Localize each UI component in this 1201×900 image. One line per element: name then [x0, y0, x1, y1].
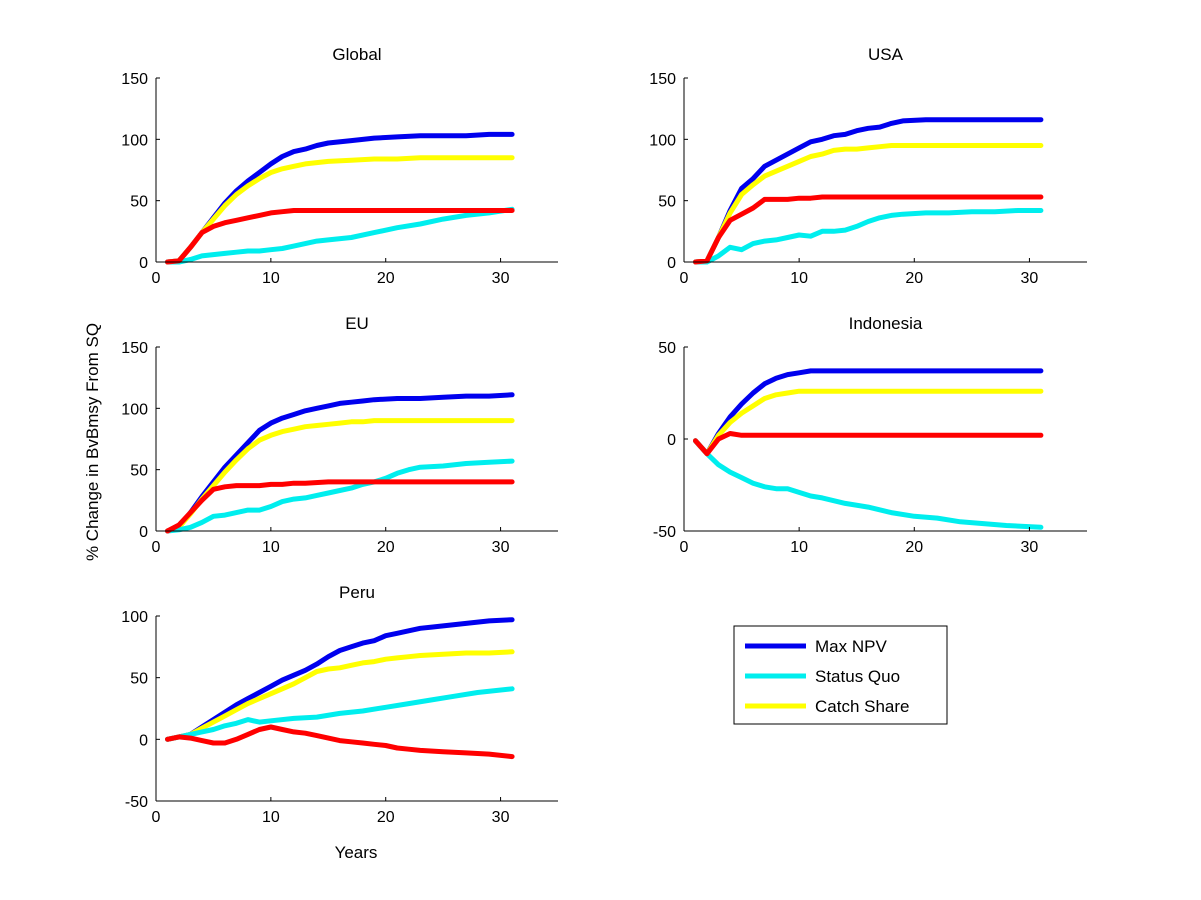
usa-line-max-npv	[693, 117, 1044, 265]
global-x-tick-label: 20	[377, 270, 395, 287]
indonesia-title: Indonesia	[849, 314, 923, 333]
eu-x-tick-label: 0	[152, 539, 161, 556]
usa-title: USA	[868, 45, 904, 64]
usa-x-tick-label: 0	[680, 270, 689, 287]
subplot-eu: 0 10 20 30 0 50 100 150 EU	[121, 314, 558, 556]
legend-label-catch-share: Catch Share	[815, 697, 910, 716]
indonesia-x-tick-label: 20	[905, 539, 923, 556]
usa-y-tick-label: 0	[667, 255, 676, 272]
usa-line-series-4	[693, 194, 1044, 265]
indonesia-y-tick-label: 0	[667, 432, 676, 449]
peru-y-tick-label: -50	[125, 794, 148, 811]
usa-x-tick-label: 20	[905, 270, 923, 287]
peru-x-tick-label: 20	[377, 809, 395, 826]
eu-x-tick-label: 30	[492, 539, 510, 556]
indonesia-y-tick-label: 50	[658, 340, 676, 357]
eu-line-status-quo	[165, 458, 515, 534]
indonesia-x-tick-label: 10	[790, 539, 808, 556]
usa-x-tick-label: 30	[1021, 270, 1039, 287]
legend-label-status-quo: Status Quo	[815, 667, 900, 686]
eu-x-tick-label: 20	[377, 539, 395, 556]
global-x-tick-label: 0	[152, 270, 161, 287]
eu-y-tick-label: 150	[121, 340, 148, 357]
peru-line-max-npv	[165, 617, 515, 742]
peru-title: Peru	[339, 583, 375, 602]
indonesia-line-max-npv	[693, 368, 1044, 457]
global-title: Global	[332, 45, 381, 64]
global-x-tick-label: 10	[262, 270, 280, 287]
global-line-series-4	[165, 208, 515, 265]
peru-line-status-quo	[165, 686, 515, 742]
peru-line-catch-share	[165, 649, 515, 742]
indonesia-line-series-4	[693, 431, 1044, 457]
indonesia-x-tick-label: 30	[1021, 539, 1039, 556]
peru-y-tick-label: 0	[139, 732, 148, 749]
global-x-tick-label: 30	[492, 270, 510, 287]
subplot-usa: 0 10 20 30 0 50 100 150 USA	[649, 45, 1087, 287]
usa-line-status-quo	[693, 208, 1044, 265]
figure-y-axis-label: % Change in BvBmsy From SQ	[83, 323, 102, 561]
eu-y-tick-label: 100	[121, 401, 148, 418]
usa-x-tick-label: 10	[790, 270, 808, 287]
peru-x-tick-label: 30	[492, 809, 510, 826]
indonesia-x-tick-label: 0	[680, 539, 689, 556]
subplot-global: 0 10 20 30 0 50 100 150 Global	[121, 45, 558, 287]
indonesia-line-catch-share	[693, 388, 1044, 457]
eu-x-tick-label: 10	[262, 539, 280, 556]
eu-y-tick-label: 0	[139, 524, 148, 541]
usa-y-tick-label: 150	[649, 71, 676, 88]
global-y-tick-label: 100	[121, 132, 148, 149]
indonesia-y-tick-label: -50	[653, 524, 676, 541]
usa-y-tick-label: 50	[658, 194, 676, 211]
eu-title: EU	[345, 314, 369, 333]
usa-y-tick-label: 100	[649, 132, 676, 149]
usa-line-catch-share	[693, 143, 1044, 265]
global-y-tick-label: 150	[121, 71, 148, 88]
peru-line-series-4	[165, 724, 515, 760]
peru-y-tick-label: 50	[130, 671, 148, 688]
peru-y-tick-label: 100	[121, 609, 148, 626]
global-line-max-npv	[165, 131, 515, 265]
indonesia-line-status-quo	[693, 438, 1044, 530]
global-y-tick-label: 0	[139, 255, 148, 272]
peru-x-tick-label: 10	[262, 809, 280, 826]
eu-y-tick-label: 50	[130, 463, 148, 480]
global-y-tick-label: 50	[130, 194, 148, 211]
eu-line-series-4	[165, 479, 515, 534]
eu-line-catch-share	[165, 418, 515, 534]
peru-x-tick-label: 0	[152, 809, 161, 826]
legend-label-max-npv: Max NPV	[815, 637, 887, 656]
figure-x-axis-label: Years	[335, 843, 378, 862]
legend: Max NPV Status Quo Catch Share	[733, 625, 948, 725]
global-line-catch-share	[165, 155, 515, 265]
global-line-status-quo	[165, 206, 515, 265]
